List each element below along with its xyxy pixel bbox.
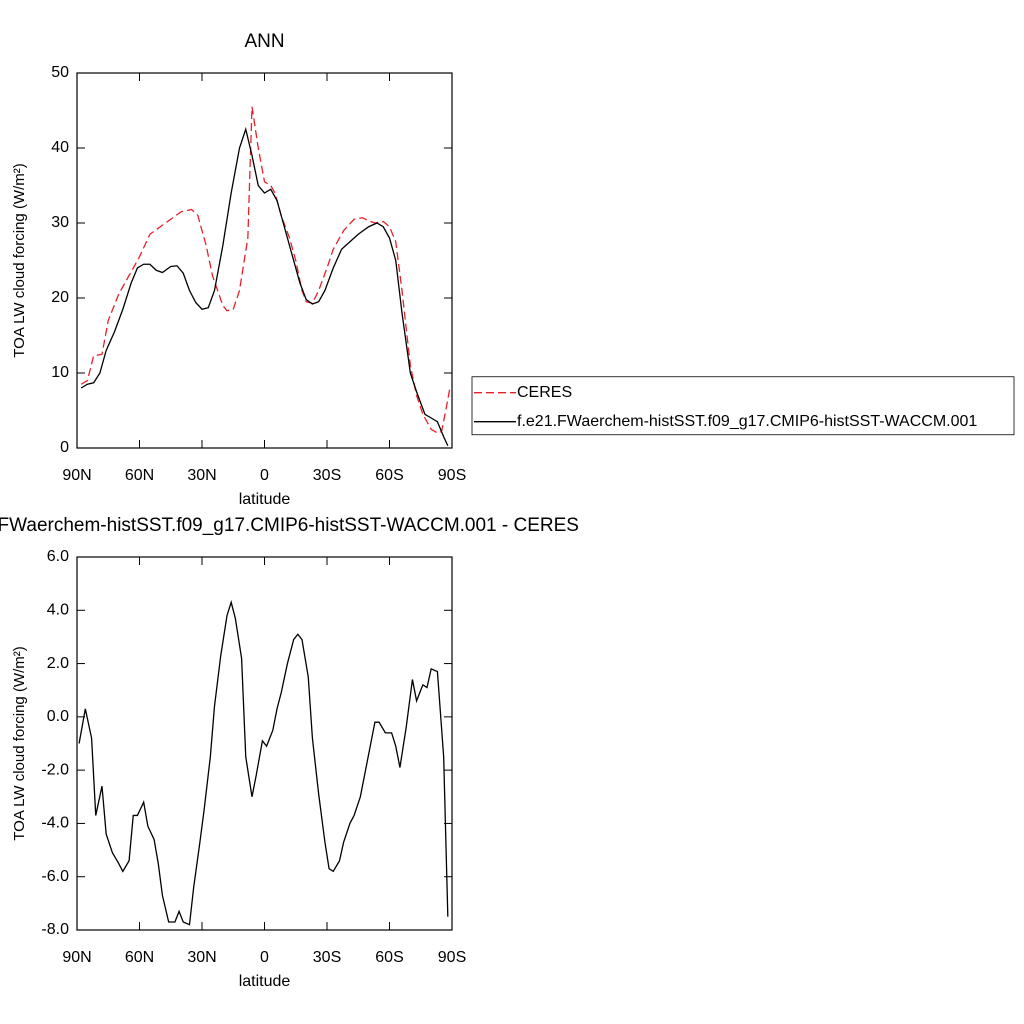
y-tick-label: 4.0	[47, 602, 69, 619]
x-tick-label: 60S	[375, 467, 403, 484]
chart-title: ANN	[244, 31, 284, 52]
y-tick-label: -8.0	[41, 921, 69, 938]
y-tick-label: -4.0	[41, 815, 69, 832]
y-tick-label: 30	[51, 214, 69, 231]
x-tick-label: 90S	[438, 467, 466, 484]
x-tick-label: 30N	[187, 949, 216, 966]
x-tick-label: 30N	[187, 467, 216, 484]
y-tick-label: 6.0	[47, 548, 69, 565]
chart-title: f.e21.FWaerchem-histSST.f09_g17.CMIP6-hi…	[0, 515, 579, 536]
y-tick-label: -2.0	[41, 761, 69, 778]
y-tick-label: -6.0	[41, 868, 69, 885]
legend-label: CERES	[517, 384, 572, 401]
plot-frame	[76, 72, 453, 449]
x-tick-label: 90N	[62, 949, 91, 966]
data-line	[80, 126, 449, 447]
y-tick-label: 20	[51, 289, 69, 306]
legend-label: f.e21.FWaerchem-histSST.f09_g17.CMIP6-hi…	[517, 413, 977, 430]
data-line	[78, 599, 449, 926]
plot-frame	[76, 556, 453, 931]
x-axis-label: latitude	[239, 491, 291, 508]
x-tick-label: 60N	[125, 949, 154, 966]
x-tick-label: 60N	[125, 467, 154, 484]
x-tick-label: 0	[260, 949, 269, 966]
x-tick-label: 30S	[313, 949, 341, 966]
y-axis-label: TOA LW cloud forcing (W/m²)	[11, 163, 28, 357]
x-tick-label: 90N	[62, 467, 91, 484]
x-tick-label: 60S	[375, 949, 403, 966]
x-tick-label: 0	[260, 467, 269, 484]
legend-box	[471, 376, 1015, 436]
x-axis-label: latitude	[239, 973, 291, 990]
y-axis-label: TOA LW cloud forcing (W/m²)	[11, 646, 28, 840]
y-tick-label: 10	[51, 364, 69, 381]
y-tick-label: 40	[51, 139, 69, 156]
x-tick-label: 30S	[313, 467, 341, 484]
y-tick-label: 50	[51, 64, 69, 81]
y-tick-label: 2.0	[47, 655, 69, 672]
y-tick-label: 0	[60, 439, 69, 456]
y-tick-label: 0.0	[47, 708, 69, 725]
x-tick-label: 90S	[438, 949, 466, 966]
